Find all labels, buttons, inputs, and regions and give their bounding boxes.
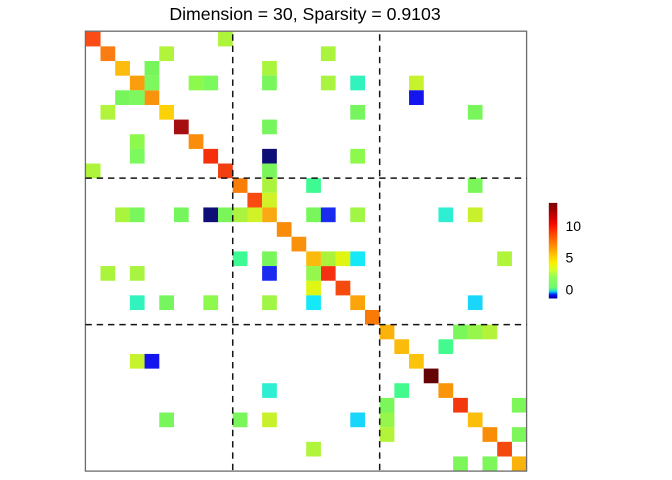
svg-text:Dimension = 30, Sparsity = 0.9: Dimension = 30, Sparsity = 0.9103 <box>169 4 441 24</box>
svg-text:5: 5 <box>566 250 574 266</box>
svg-text:10: 10 <box>566 218 582 234</box>
svg-text:0: 0 <box>566 282 574 298</box>
